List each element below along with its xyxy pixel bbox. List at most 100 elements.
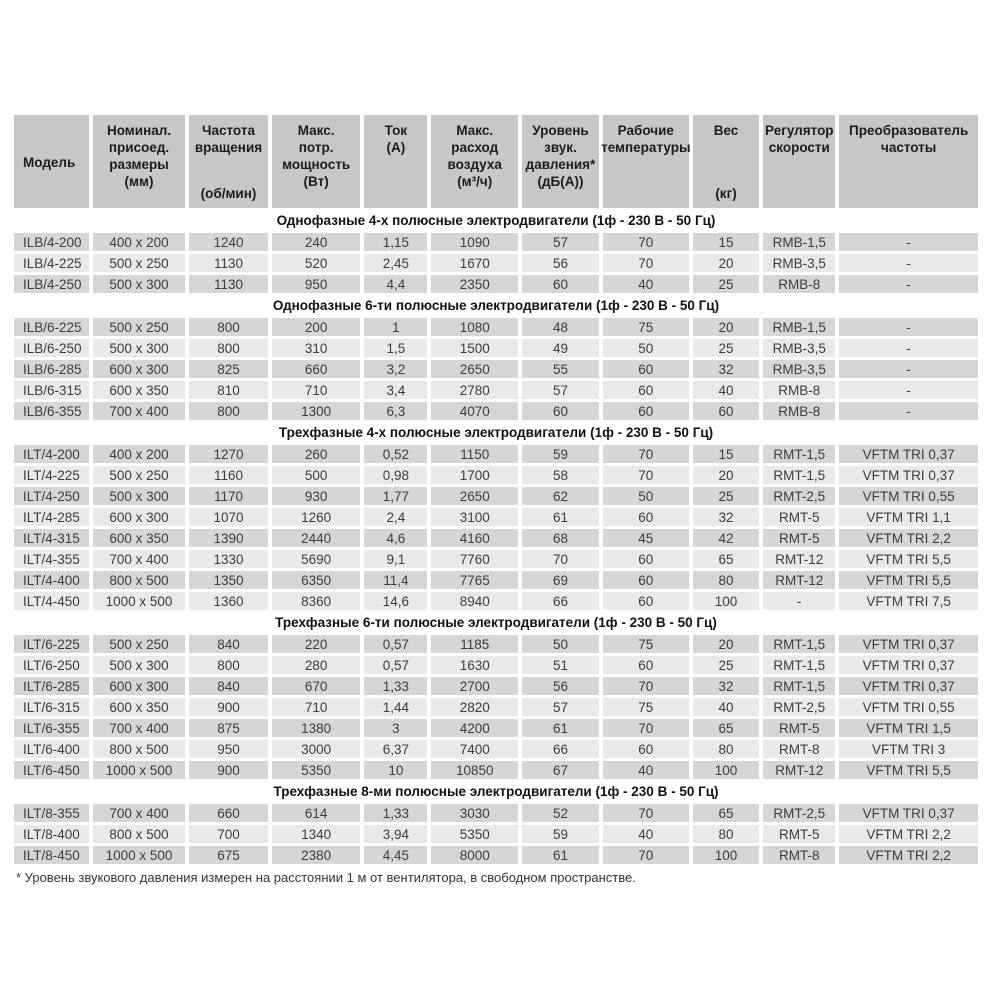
value-cell: 25 [692,339,760,357]
value-cell: - [839,275,978,293]
column-unit: (кг) [715,186,737,201]
value-cell: RMT-1,5 [763,656,836,674]
model-cell: ILT/6-225 [14,635,89,653]
value-cell: 8940 [431,592,519,610]
value-cell: RMT-1,5 [763,677,836,695]
column-unit: (об/мин) [200,186,257,201]
value-cell: 70 [602,719,689,737]
column-unit: (Вт) [303,174,329,189]
value-cell: VFTM TRI 5,5 [839,550,978,568]
value-cell: 0,98 [364,466,428,484]
value-cell: 10850 [431,761,519,779]
value-cell: 32 [692,677,760,695]
value-cell: 310 [271,339,361,357]
section-header-row: Трехфазные 4-х полюсные электродвигатели… [14,423,978,442]
value-cell: 1 [364,318,428,336]
value-cell: 0,57 [364,635,428,653]
column-header-7: Рабочие температуры [601,115,691,208]
value-cell: 0,57 [364,656,428,674]
model-cell: ILT/4-355 [14,550,89,568]
value-cell: 3,94 [364,825,428,843]
column-label: Макс. потр. мощность [282,123,351,172]
value-cell: RMT-5 [763,508,836,526]
value-cell: VFTM TRI 1,5 [839,719,978,737]
value-cell: - [839,339,978,357]
table-row: ILT/4-285 600 x 300 1070 1260 2,4 3100 61 60 32 R… [14,508,978,526]
value-cell: 70 [602,233,689,251]
model-cell: ILT/4-250 [14,487,89,505]
column-header-1: Номинал. присоед. размеры (мм) [92,115,186,208]
value-cell: RMT-5 [763,529,836,547]
value-cell: 100 [692,761,760,779]
value-cell: VFTM TRI 0,37 [839,445,978,463]
section-title: Трехфазные 8-ми полюсные электродвигател… [14,782,978,801]
model-cell: ILB/6-315 [14,381,89,399]
value-cell: VFTM TRI 5,5 [839,761,978,779]
value-cell: 1,33 [364,677,428,695]
value-cell: 70 [522,550,599,568]
value-cell: RMT-1,5 [763,466,836,484]
value-cell: 75 [602,635,689,653]
value-cell: 1500 [431,339,519,357]
value-cell: 800 [189,402,268,420]
value-cell: 50 [602,487,689,505]
value-cell: 7760 [431,550,519,568]
value-cell: 1160 [189,466,268,484]
value-cell: VFTM TRI 0,37 [839,466,978,484]
value-cell: 600 x 300 [92,677,186,695]
value-cell: 2380 [271,846,361,864]
value-cell: RMB-3,5 [763,360,836,378]
value-cell: 57 [522,233,599,251]
table-row: ILB/6-355 700 x 400 800 1300 6,3 4070 60 60 60 RM… [14,402,978,420]
value-cell: 600 x 300 [92,360,186,378]
value-cell: 700 x 400 [92,804,186,822]
value-cell: RMB-8 [763,275,836,293]
value-cell: - [763,592,836,610]
value-cell: 14,6 [364,592,428,610]
model-cell: ILT/8-450 [14,846,89,864]
value-cell: VFTM TRI 1,1 [839,508,978,526]
column-header-10: Преобразователь частоты [839,115,978,208]
value-cell: 51 [522,656,599,674]
table-row: ILT/6-450 1000 x 500 900 5350 10 10850 67 40 100… [14,761,978,779]
value-cell: 1000 x 500 [92,846,186,864]
value-cell: 4,4 [364,275,428,293]
value-cell: 62 [522,487,599,505]
value-cell: 61 [522,508,599,526]
section-title: Однофазные 6-ти полюсные электродвигател… [14,296,978,315]
model-cell: ILT/4-200 [14,445,89,463]
value-cell: 675 [189,846,268,864]
value-cell: 1630 [431,656,519,674]
column-header-9: Регулятор скорости [763,115,836,208]
value-cell: 2,4 [364,508,428,526]
column-label: Номинал. присоед. размеры [106,123,172,172]
value-cell: 1670 [431,254,519,272]
table-row: ILB/6-250 500 x 300 800 310 1,5 1500 49 50 25 RMB… [14,339,978,357]
value-cell: - [839,254,978,272]
table-row: ILT/8-450 1000 x 500 675 2380 4,45 8000 61 70 10… [14,846,978,864]
table-row: ILT/4-450 1000 x 500 1360 8360 14,6 8940 66 60 1… [14,592,978,610]
value-cell: 1070 [189,508,268,526]
value-cell: VFTM TRI 3 [839,740,978,758]
value-cell: 60 [602,656,689,674]
value-cell: 900 [189,698,268,716]
table-row: ILT/4-225 500 x 250 1160 500 0,98 1700 58 70 20 R… [14,466,978,484]
table-row: ILT/6-250 500 x 300 800 280 0,57 1630 51 60 25 RM… [14,656,978,674]
value-cell: 20 [692,254,760,272]
table-row: ILT/8-400 800 x 500 700 1340 3,94 5350 59 40 80 R… [14,825,978,843]
model-cell: ILT/6-450 [14,761,89,779]
value-cell: 520 [271,254,361,272]
model-cell: ILT/4-225 [14,466,89,484]
value-cell: 1270 [189,445,268,463]
value-cell: 500 x 300 [92,275,186,293]
value-cell: 2700 [431,677,519,695]
value-cell: 700 x 400 [92,402,186,420]
value-cell: 5690 [271,550,361,568]
column-header-2: Частота вращения (об/мин) [189,115,268,208]
value-cell: RMB-3,5 [763,254,836,272]
value-cell: 1260 [271,508,361,526]
value-cell: 1330 [189,550,268,568]
model-cell: ILT/8-400 [14,825,89,843]
value-cell: 1000 x 500 [92,592,186,610]
value-cell: 60 [602,740,689,758]
